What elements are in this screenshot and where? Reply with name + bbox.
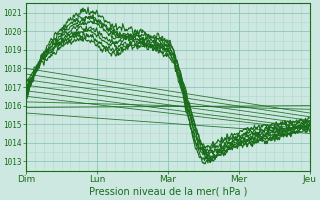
X-axis label: Pression niveau de la mer( hPa ): Pression niveau de la mer( hPa ) xyxy=(89,187,247,197)
